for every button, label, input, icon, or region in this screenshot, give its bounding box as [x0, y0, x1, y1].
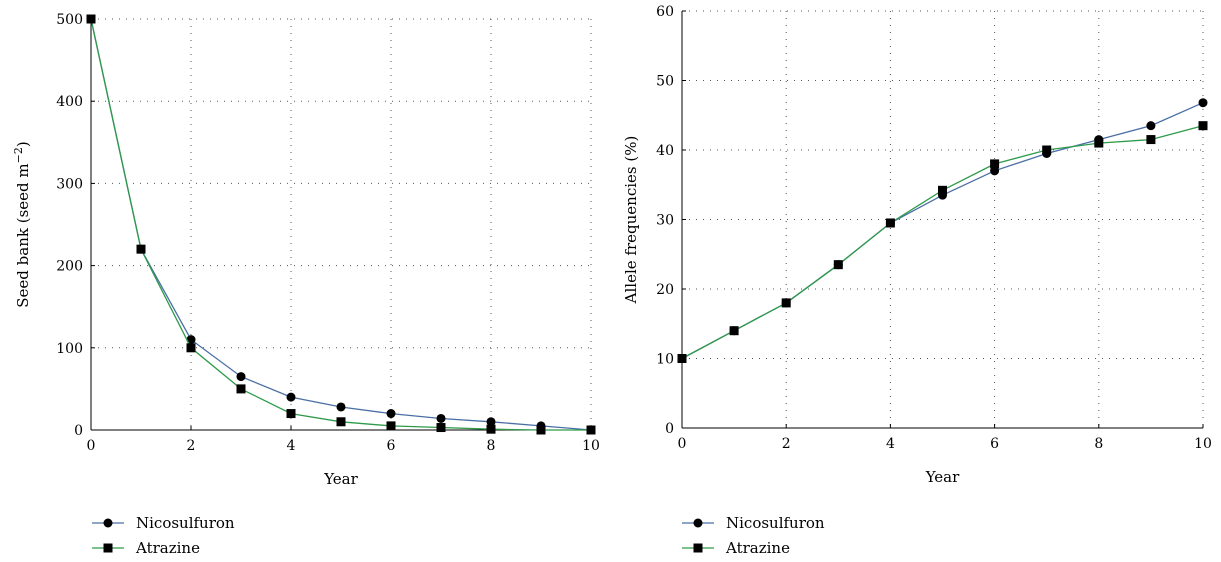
data-point — [990, 166, 1000, 176]
y-tick-label: 50 — [656, 74, 674, 90]
data-point — [386, 409, 396, 419]
x-tick-label: 4 — [886, 436, 895, 452]
x-tick-label: 2 — [187, 438, 196, 454]
x-tick-label: 0 — [87, 438, 96, 454]
data-point — [386, 421, 396, 431]
data-point — [436, 423, 446, 433]
y-tick-label: 300 — [56, 176, 83, 192]
x-axis-label: Year — [925, 468, 960, 486]
data-point — [236, 372, 246, 382]
y-tick-label: 0 — [74, 423, 83, 439]
legend-entry: Atrazine — [682, 539, 790, 557]
legend-marker — [693, 543, 703, 553]
y-tick-label: 500 — [56, 12, 83, 28]
data-point — [1042, 145, 1052, 155]
x-tick-label: 8 — [487, 438, 496, 454]
legend-marker — [103, 518, 113, 528]
y-tick-label: 10 — [656, 352, 674, 368]
data-point — [336, 417, 346, 427]
y-tick-label: 30 — [656, 213, 674, 229]
y-tick-label: 40 — [656, 143, 674, 159]
y-tick-label: 60 — [656, 4, 674, 20]
data-point — [586, 425, 596, 435]
data-point — [186, 343, 196, 353]
data-point — [186, 335, 196, 345]
x-tick-label: 0 — [678, 436, 687, 452]
data-point — [1146, 135, 1156, 145]
legend-label: Atrazine — [135, 539, 200, 557]
data-point — [136, 244, 146, 254]
chart-2: 0 2 4 6 8 10 0 10 20 30 40 50 60 Year Allele frequenci… — [622, 4, 1212, 557]
legend-entry: Atrazine — [92, 539, 200, 557]
data-point — [486, 424, 496, 434]
legend-label: Nicosulfuron — [136, 514, 235, 532]
data-point — [536, 425, 546, 435]
legend-marker — [693, 518, 703, 528]
series-line — [681, 125, 1204, 360]
series-nicosulfuron — [677, 98, 1208, 363]
x-tick-label: 10 — [1194, 436, 1212, 452]
y-axis-label: Allele frequencies (%) — [622, 136, 640, 305]
data-point — [781, 298, 791, 308]
data-point — [938, 185, 947, 195]
data-point — [833, 260, 843, 270]
y-tick-label: 200 — [56, 259, 83, 275]
x-tick-label: 8 — [1094, 436, 1103, 452]
data-point — [1094, 138, 1104, 148]
data-point — [729, 326, 739, 336]
y-tick-label: 0 — [665, 421, 674, 437]
legend-label: Atrazine — [725, 539, 790, 557]
data-point — [1146, 121, 1156, 131]
series-line — [90, 18, 592, 431]
y-tick-label: 20 — [656, 282, 674, 298]
data-point — [336, 402, 346, 412]
legend-label: Nicosulfuron — [726, 514, 825, 532]
series-atrazine — [86, 14, 596, 435]
series-atrazine — [677, 121, 1208, 363]
data-point — [236, 384, 246, 394]
data-point — [286, 392, 296, 402]
x-tick-label: 4 — [287, 438, 296, 454]
legend-marker — [103, 543, 113, 553]
data-point — [286, 409, 296, 419]
series-line — [90, 18, 591, 431]
x-tick-label: 10 — [582, 438, 600, 454]
x-tick-label: 6 — [990, 436, 999, 452]
x-tick-label: 6 — [387, 438, 396, 454]
data-point — [1198, 121, 1208, 131]
x-axis-label: Year — [323, 470, 358, 488]
data-point — [86, 14, 96, 24]
y-tick-label: 400 — [56, 94, 83, 110]
y-tick-label: 100 — [56, 341, 83, 357]
data-point — [1198, 98, 1208, 108]
data-point — [486, 417, 496, 427]
legend-entry: Nicosulfuron — [682, 514, 825, 532]
data-point — [990, 159, 1000, 169]
data-point — [677, 354, 687, 363]
series-nicosulfuron — [86, 14, 596, 435]
x-tick-label: 2 — [782, 436, 791, 452]
y-axis-label: Seed bank (seed m−2) — [12, 141, 32, 307]
legend-entry: Nicosulfuron — [92, 514, 235, 532]
data-point — [436, 413, 446, 423]
data-point — [885, 218, 895, 228]
